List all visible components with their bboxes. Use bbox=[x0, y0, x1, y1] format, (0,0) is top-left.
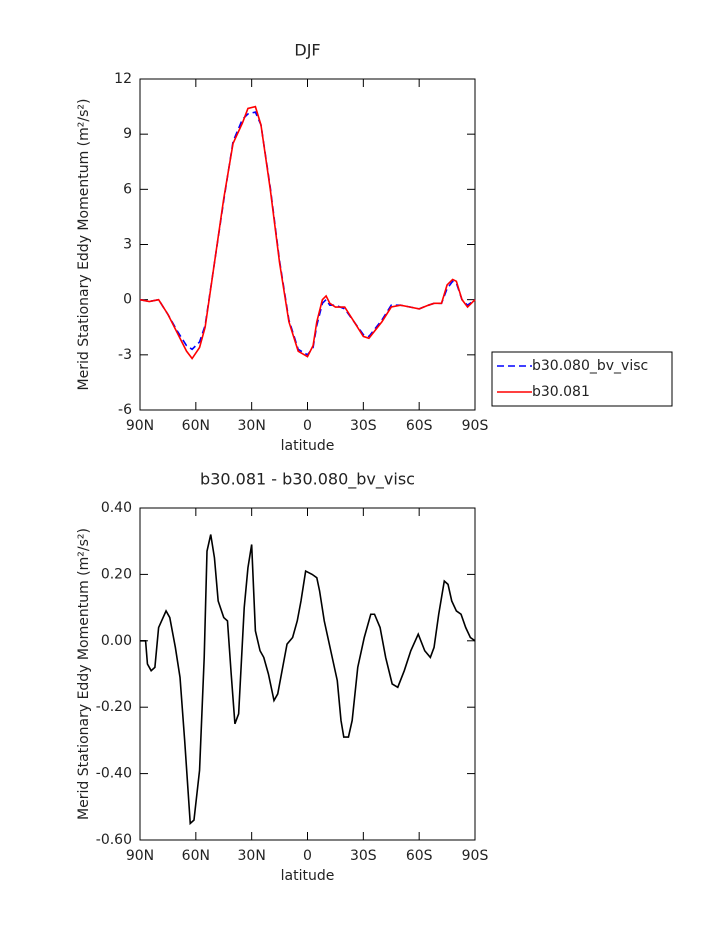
y-axis-label: Merid Stationary Eddy Momentum (m²/s²) bbox=[76, 528, 92, 820]
x-tick-label: 90N bbox=[126, 418, 154, 434]
x-tick-label: 90N bbox=[126, 848, 154, 864]
y-axis-label: Merid Stationary Eddy Momentum (m²/s²) bbox=[76, 99, 92, 391]
x-tick-label: 30N bbox=[238, 848, 266, 864]
y-tick-label: 12 bbox=[114, 71, 132, 87]
x-axis-label: latitude bbox=[281, 438, 335, 454]
y-tick-label: 9 bbox=[123, 126, 132, 142]
legend-label: b30.081 bbox=[532, 384, 590, 400]
y-tick-label: 0 bbox=[123, 292, 132, 308]
y-tick-label: -0.60 bbox=[96, 832, 132, 848]
y-tick-label: -0.40 bbox=[96, 766, 132, 782]
chart-title: DJF bbox=[294, 41, 320, 60]
y-tick-label: 0.20 bbox=[101, 566, 132, 582]
chart-title: b30.081 - b30.080_bv_visc bbox=[200, 470, 415, 490]
data-line bbox=[139, 105, 476, 360]
x-tick-label: 0 bbox=[303, 418, 312, 434]
x-tick-label: 90S bbox=[462, 848, 489, 864]
plot-frame bbox=[139, 78, 476, 411]
data-line bbox=[140, 534, 476, 826]
y-tick-label: 0.40 bbox=[101, 500, 132, 516]
x-tick-label: 60N bbox=[182, 418, 210, 434]
legend-box bbox=[491, 351, 673, 407]
x-tick-label: 60S bbox=[406, 848, 433, 864]
y-tick-label: -0.20 bbox=[96, 699, 132, 715]
y-tick-label: 0.00 bbox=[101, 633, 132, 649]
x-tick-label: 30S bbox=[350, 848, 377, 864]
y-tick-label: 6 bbox=[123, 181, 132, 197]
legend-label: b30.080_bv_visc bbox=[532, 358, 648, 374]
x-tick-label: 60S bbox=[406, 418, 433, 434]
x-tick-label: 0 bbox=[303, 848, 312, 864]
x-tick-label: 30N bbox=[238, 418, 266, 434]
x-tick-label: 90S bbox=[462, 418, 489, 434]
x-tick-label: 30S bbox=[350, 418, 377, 434]
data-line bbox=[139, 111, 476, 356]
y-tick-label: 3 bbox=[123, 237, 132, 253]
x-tick-label: 60N bbox=[182, 848, 210, 864]
plot-frame bbox=[139, 507, 476, 841]
y-tick-label: -6 bbox=[118, 402, 132, 418]
x-axis-label: latitude bbox=[281, 868, 335, 884]
y-tick-label: -3 bbox=[118, 347, 132, 363]
